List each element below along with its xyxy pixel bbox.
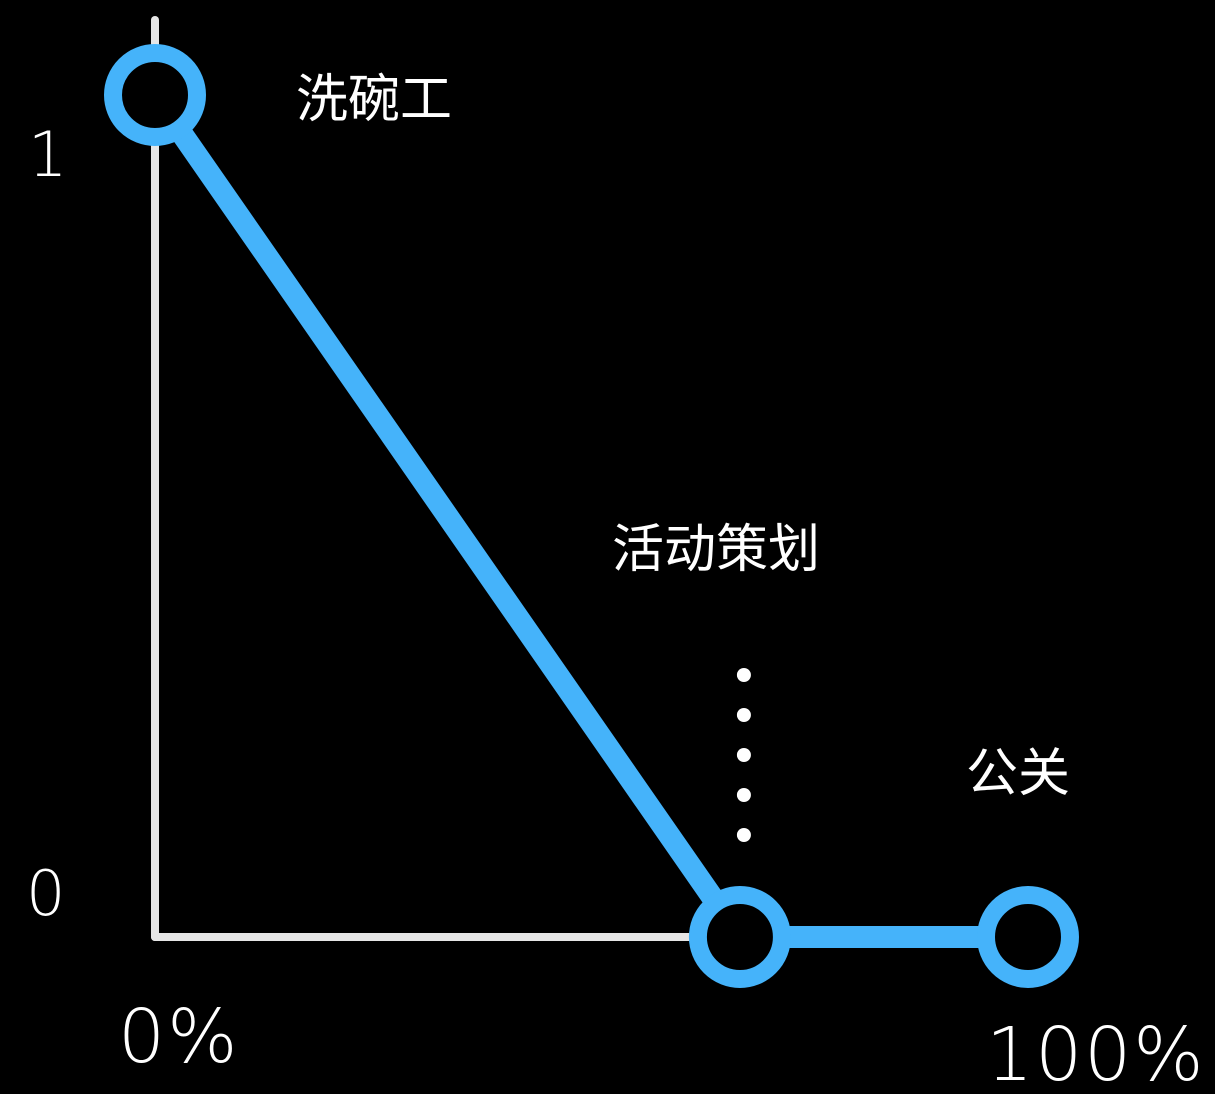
point-label-event-planner: 活动策划 xyxy=(612,520,820,580)
point-label-pr: 公关 xyxy=(966,744,1070,804)
annotation-dot xyxy=(736,788,751,802)
y-tick-label-0: 0 xyxy=(26,857,65,930)
data-point-marker xyxy=(977,886,1079,988)
data-point-marker xyxy=(104,44,206,146)
series-line xyxy=(144,84,1039,948)
annotation-dot xyxy=(736,708,751,722)
annotation-dot xyxy=(736,748,751,762)
annotation-dot xyxy=(736,668,751,682)
x-tick-label-100: 100% xyxy=(986,1012,1206,1094)
x-tick-label-0: 0% xyxy=(118,994,239,1080)
annotation-dots xyxy=(736,668,751,842)
annotation-dot xyxy=(736,828,751,842)
y-tick-label-1: 1 xyxy=(28,118,67,191)
point-label-dishwasher: 洗碗工 xyxy=(296,70,452,130)
data-point-marker xyxy=(688,886,791,988)
